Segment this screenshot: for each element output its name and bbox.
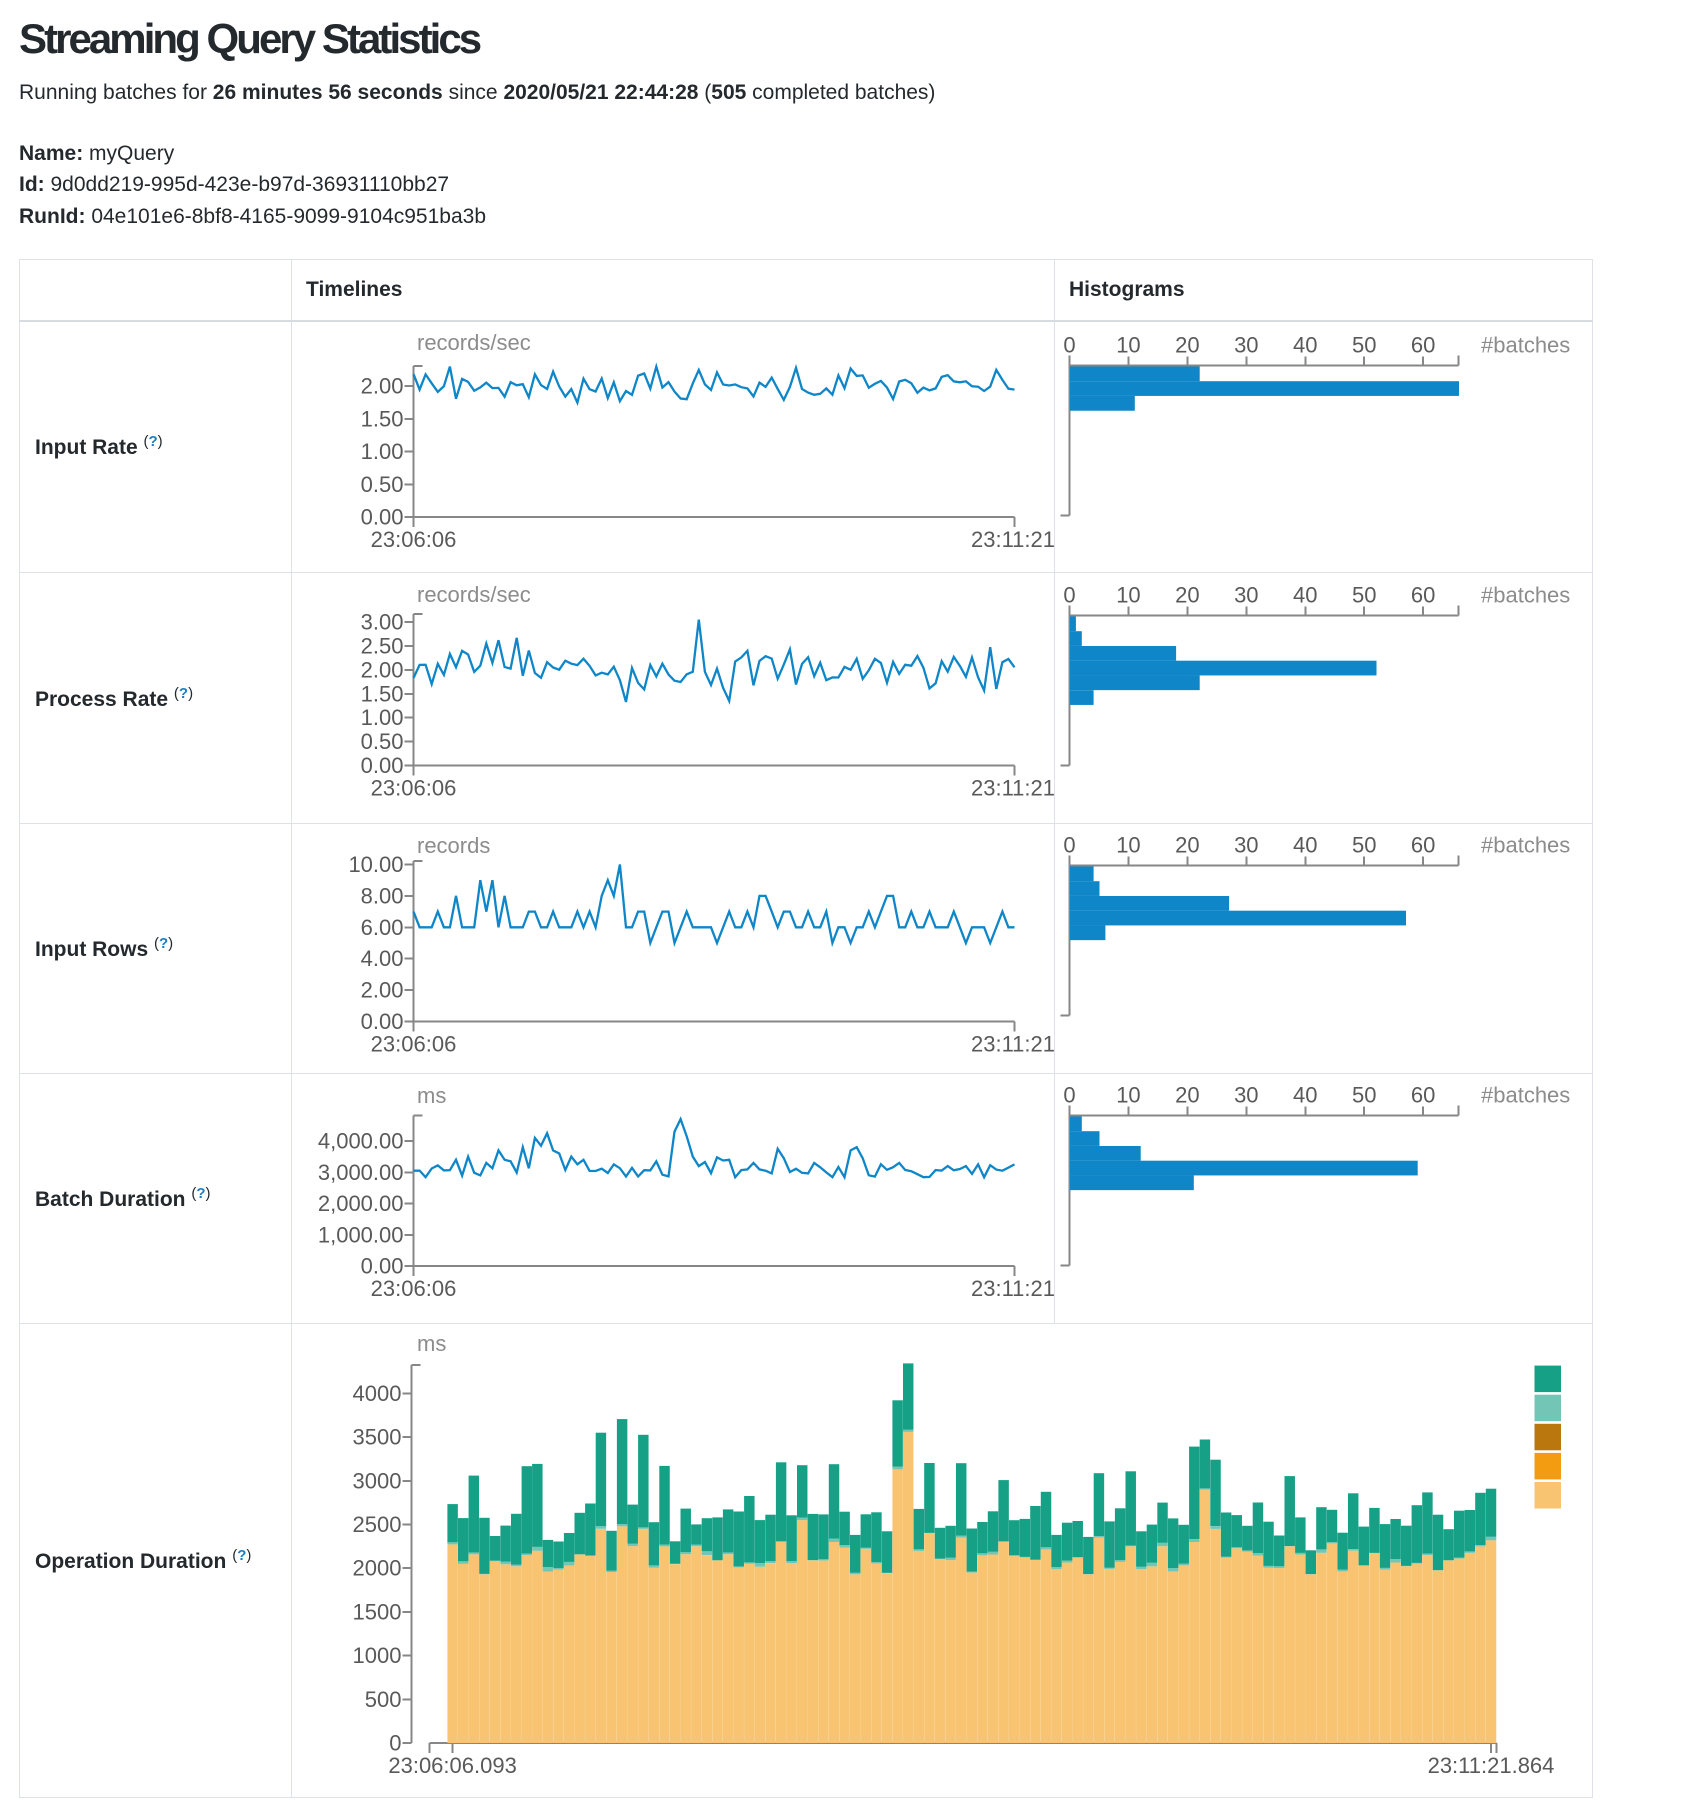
svg-text:ms: ms [417, 1331, 446, 1356]
svg-text:40: 40 [1293, 833, 1317, 858]
svg-text:1000: 1000 [353, 1643, 402, 1668]
svg-text:23:11:21.864: 23:11:21.864 [1428, 1753, 1555, 1778]
svg-text:records/sec: records/sec [417, 330, 531, 355]
svg-text:#batches: #batches [1481, 833, 1570, 858]
svg-text:40: 40 [1293, 583, 1317, 608]
svg-text:50: 50 [1352, 583, 1376, 608]
svg-text:23:06:06.093: 23:06:06.093 [388, 1753, 516, 1778]
svg-text:30: 30 [1234, 333, 1258, 358]
svg-text:50: 50 [1352, 333, 1376, 358]
svg-text:10: 10 [1116, 583, 1140, 608]
svg-text:#batches: #batches [1481, 333, 1570, 358]
svg-text:0.00: 0.00 [361, 1009, 404, 1034]
svg-text:0: 0 [1063, 833, 1075, 858]
svg-text:23:06:06: 23:06:06 [371, 1276, 457, 1301]
svg-text:2500: 2500 [353, 1512, 402, 1537]
svg-text:2,000.00: 2,000.00 [318, 1191, 404, 1216]
svg-text:2000: 2000 [353, 1556, 402, 1581]
svg-text:records/sec: records/sec [417, 582, 531, 607]
svg-text:10: 10 [1116, 833, 1140, 858]
svg-text:2.00: 2.00 [361, 978, 404, 1003]
svg-text:0: 0 [1063, 333, 1075, 358]
svg-text:0.00: 0.00 [361, 505, 404, 530]
svg-text:2.00: 2.00 [361, 657, 404, 682]
svg-text:6.00: 6.00 [361, 915, 404, 940]
svg-text:20: 20 [1175, 333, 1199, 358]
svg-text:0.50: 0.50 [361, 472, 404, 497]
svg-text:records: records [417, 833, 490, 858]
svg-text:23:11:21: 23:11:21 [971, 1032, 1055, 1057]
svg-text:20: 20 [1175, 583, 1199, 608]
svg-text:1,000.00: 1,000.00 [318, 1222, 404, 1247]
svg-text:1.50: 1.50 [361, 681, 404, 706]
svg-text:60: 60 [1411, 583, 1435, 608]
svg-text:20: 20 [1175, 1083, 1199, 1108]
svg-text:40: 40 [1293, 1083, 1317, 1108]
svg-text:8.00: 8.00 [361, 883, 404, 908]
svg-text:50: 50 [1352, 833, 1376, 858]
svg-text:23:11:21: 23:11:21 [971, 776, 1055, 801]
svg-text:0: 0 [389, 1731, 401, 1756]
svg-text:1.00: 1.00 [361, 705, 404, 730]
svg-text:#batches: #batches [1481, 1083, 1570, 1108]
svg-text:0.00: 0.00 [361, 753, 404, 778]
svg-text:0: 0 [1063, 583, 1075, 608]
svg-text:3,000.00: 3,000.00 [318, 1160, 404, 1185]
svg-text:10: 10 [1116, 333, 1140, 358]
svg-text:10.00: 10.00 [348, 852, 403, 877]
svg-text:4,000.00: 4,000.00 [318, 1129, 404, 1154]
svg-text:23:06:06: 23:06:06 [371, 527, 457, 552]
svg-text:1.00: 1.00 [361, 439, 404, 464]
svg-text:60: 60 [1411, 1083, 1435, 1108]
svg-text:23:11:21: 23:11:21 [971, 527, 1055, 552]
svg-text:23:11:21: 23:11:21 [971, 1276, 1055, 1301]
svg-text:#batches: #batches [1481, 583, 1570, 608]
svg-text:1500: 1500 [353, 1599, 402, 1624]
svg-text:0.50: 0.50 [361, 729, 404, 754]
svg-text:2.00: 2.00 [361, 374, 404, 399]
svg-text:23:06:06: 23:06:06 [371, 776, 457, 801]
svg-text:30: 30 [1234, 1083, 1258, 1108]
svg-text:30: 30 [1234, 583, 1258, 608]
svg-text:3.00: 3.00 [361, 610, 404, 635]
svg-text:ms: ms [417, 1083, 446, 1108]
svg-text:4.00: 4.00 [361, 946, 404, 971]
svg-text:10: 10 [1116, 1083, 1140, 1108]
svg-text:30: 30 [1234, 833, 1258, 858]
svg-text:0.00: 0.00 [361, 1254, 404, 1279]
svg-text:3500: 3500 [353, 1425, 402, 1450]
svg-text:2.50: 2.50 [361, 633, 404, 658]
svg-text:23:06:06: 23:06:06 [371, 1032, 457, 1057]
svg-text:0: 0 [1063, 1083, 1075, 1108]
svg-text:60: 60 [1411, 333, 1435, 358]
svg-text:20: 20 [1175, 833, 1199, 858]
svg-text:60: 60 [1411, 833, 1435, 858]
svg-text:40: 40 [1293, 333, 1317, 358]
svg-text:3000: 3000 [353, 1468, 402, 1493]
svg-text:1.50: 1.50 [361, 406, 404, 431]
svg-text:4000: 4000 [353, 1381, 402, 1406]
svg-text:50: 50 [1352, 1083, 1376, 1108]
svg-text:500: 500 [365, 1687, 402, 1712]
